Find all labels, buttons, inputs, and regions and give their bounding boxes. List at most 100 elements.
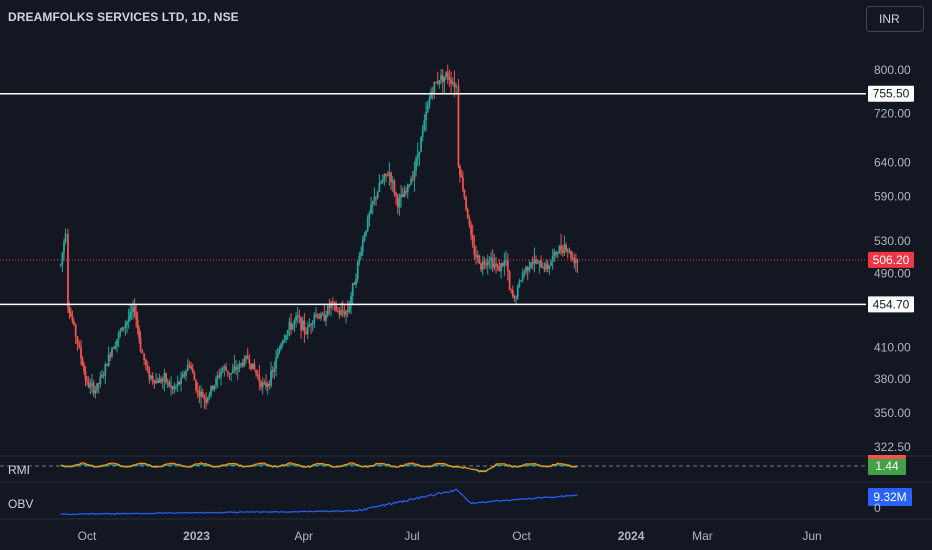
candle-body bbox=[285, 335, 287, 340]
candle-body bbox=[122, 327, 125, 329]
candle-body bbox=[341, 310, 344, 313]
candle-body bbox=[480, 263, 482, 270]
candle bbox=[278, 345, 281, 355]
candle bbox=[375, 195, 377, 206]
candle-body bbox=[476, 255, 479, 258]
candle bbox=[171, 385, 174, 395]
candle bbox=[561, 244, 564, 257]
candle-body bbox=[218, 375, 221, 377]
candle-body bbox=[161, 379, 164, 382]
candle bbox=[405, 187, 407, 196]
candle-body bbox=[355, 278, 357, 285]
candle bbox=[525, 265, 527, 275]
candle-body bbox=[396, 195, 399, 208]
candle-body bbox=[548, 265, 551, 269]
candle-body bbox=[460, 175, 463, 178]
candle bbox=[396, 193, 399, 215]
candle bbox=[440, 69, 442, 85]
candle-body bbox=[457, 85, 460, 166]
candle bbox=[550, 258, 552, 266]
candle-body bbox=[265, 382, 267, 387]
candle-body bbox=[565, 244, 567, 250]
candle bbox=[513, 294, 516, 302]
candle-body bbox=[425, 112, 427, 121]
candle-body bbox=[438, 80, 441, 84]
candle-body bbox=[560, 245, 562, 251]
candle bbox=[316, 313, 319, 320]
candle bbox=[81, 355, 84, 367]
candle-body bbox=[378, 182, 381, 192]
candle-body bbox=[558, 245, 561, 254]
horizontal-levels[interactable]: 755.50 454.70 506.20 bbox=[0, 85, 914, 313]
candle-body bbox=[508, 271, 511, 290]
candle-body bbox=[326, 306, 329, 316]
candle-body bbox=[223, 366, 226, 369]
candle-body bbox=[563, 244, 566, 253]
candle bbox=[221, 365, 224, 374]
candle-body bbox=[171, 386, 174, 390]
candle bbox=[496, 263, 499, 272]
candle bbox=[306, 321, 309, 339]
candle bbox=[543, 262, 546, 273]
candle bbox=[385, 173, 387, 183]
candle-body bbox=[243, 358, 246, 366]
candle bbox=[153, 379, 156, 390]
candle bbox=[373, 187, 376, 206]
candle bbox=[356, 260, 359, 284]
candle bbox=[193, 370, 196, 381]
candle bbox=[335, 300, 337, 313]
candle bbox=[286, 329, 289, 341]
candle bbox=[112, 346, 115, 350]
candle bbox=[233, 354, 236, 374]
candle bbox=[86, 375, 88, 386]
candle bbox=[558, 244, 561, 254]
candle bbox=[183, 371, 186, 379]
candle bbox=[370, 196, 372, 215]
candle-body bbox=[151, 375, 154, 381]
candle-body bbox=[193, 372, 196, 381]
candle bbox=[526, 266, 529, 281]
candle bbox=[248, 354, 251, 370]
candle-body bbox=[260, 381, 262, 388]
candle-body bbox=[266, 384, 269, 387]
candle bbox=[300, 316, 302, 339]
candle-body bbox=[468, 218, 471, 225]
candle-body bbox=[261, 382, 264, 388]
time-axis[interactable]: Oct 2023 Apr Jul Oct 2024 Mar Jun bbox=[78, 529, 822, 543]
price-axis[interactable]: 800.00 720.00 640.00 590.00 530.00 490.00 410.… bbox=[874, 63, 911, 454]
candle bbox=[353, 281, 356, 286]
candle bbox=[291, 323, 294, 331]
candle-body bbox=[411, 179, 414, 181]
candle bbox=[136, 311, 139, 335]
candle-body bbox=[283, 339, 286, 342]
candle-body bbox=[515, 297, 517, 299]
candle-body bbox=[343, 312, 346, 315]
candle-body bbox=[525, 266, 527, 272]
candle-body bbox=[423, 120, 426, 130]
candle bbox=[413, 161, 416, 192]
candle bbox=[553, 248, 556, 262]
currency-button[interactable]: INR bbox=[866, 6, 924, 32]
candle-body bbox=[256, 373, 259, 376]
candle-body bbox=[74, 324, 77, 337]
candle bbox=[213, 384, 216, 392]
candle bbox=[215, 375, 217, 390]
candle-body bbox=[215, 378, 217, 386]
candle bbox=[361, 235, 364, 256]
candle bbox=[253, 359, 256, 371]
candle bbox=[574, 253, 577, 272]
candle bbox=[238, 360, 241, 373]
candle-body bbox=[570, 250, 572, 259]
candle-body bbox=[413, 170, 416, 180]
candle bbox=[295, 312, 297, 328]
candle bbox=[270, 361, 272, 389]
candle-body bbox=[371, 201, 374, 205]
candle bbox=[146, 361, 149, 374]
chart-title: DREAMFOLKS SERVICES LTD, 1D, NSE bbox=[8, 10, 239, 24]
candle bbox=[566, 248, 569, 259]
candle bbox=[170, 376, 172, 396]
candle bbox=[211, 385, 214, 392]
candle-body bbox=[129, 311, 132, 319]
candle-body bbox=[146, 365, 149, 371]
